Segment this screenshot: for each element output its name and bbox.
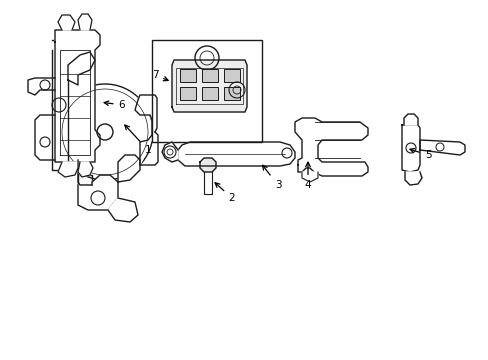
Polygon shape [68, 52, 95, 85]
Bar [202, 87, 218, 100]
Bar [180, 69, 196, 82]
Bar [202, 69, 218, 82]
Polygon shape [52, 40, 92, 185]
Polygon shape [178, 142, 294, 166]
Polygon shape [78, 162, 93, 177]
Polygon shape [401, 125, 419, 172]
Polygon shape [302, 172, 317, 182]
Polygon shape [58, 15, 75, 30]
Text: 3: 3 [262, 165, 281, 190]
Polygon shape [419, 140, 464, 155]
Polygon shape [294, 118, 367, 176]
Polygon shape [55, 30, 100, 162]
Polygon shape [108, 198, 138, 222]
Bar [224, 69, 240, 82]
Polygon shape [172, 60, 246, 112]
Text: 5: 5 [409, 148, 430, 160]
Text: 4: 4 [304, 162, 311, 190]
Polygon shape [162, 142, 178, 162]
Polygon shape [200, 158, 216, 172]
Text: 2: 2 [215, 183, 235, 203]
Polygon shape [403, 114, 417, 125]
Polygon shape [135, 95, 157, 165]
Polygon shape [203, 172, 212, 194]
Bar [224, 87, 240, 100]
Text: 1: 1 [124, 125, 151, 155]
Polygon shape [78, 175, 118, 210]
Polygon shape [404, 172, 421, 185]
Circle shape [57, 84, 153, 180]
Polygon shape [58, 162, 78, 177]
Bar [152, 40, 262, 142]
Text: 7: 7 [151, 70, 168, 81]
Bar [180, 87, 196, 100]
Polygon shape [118, 155, 140, 182]
Text: 6: 6 [104, 100, 125, 110]
Polygon shape [78, 14, 92, 30]
